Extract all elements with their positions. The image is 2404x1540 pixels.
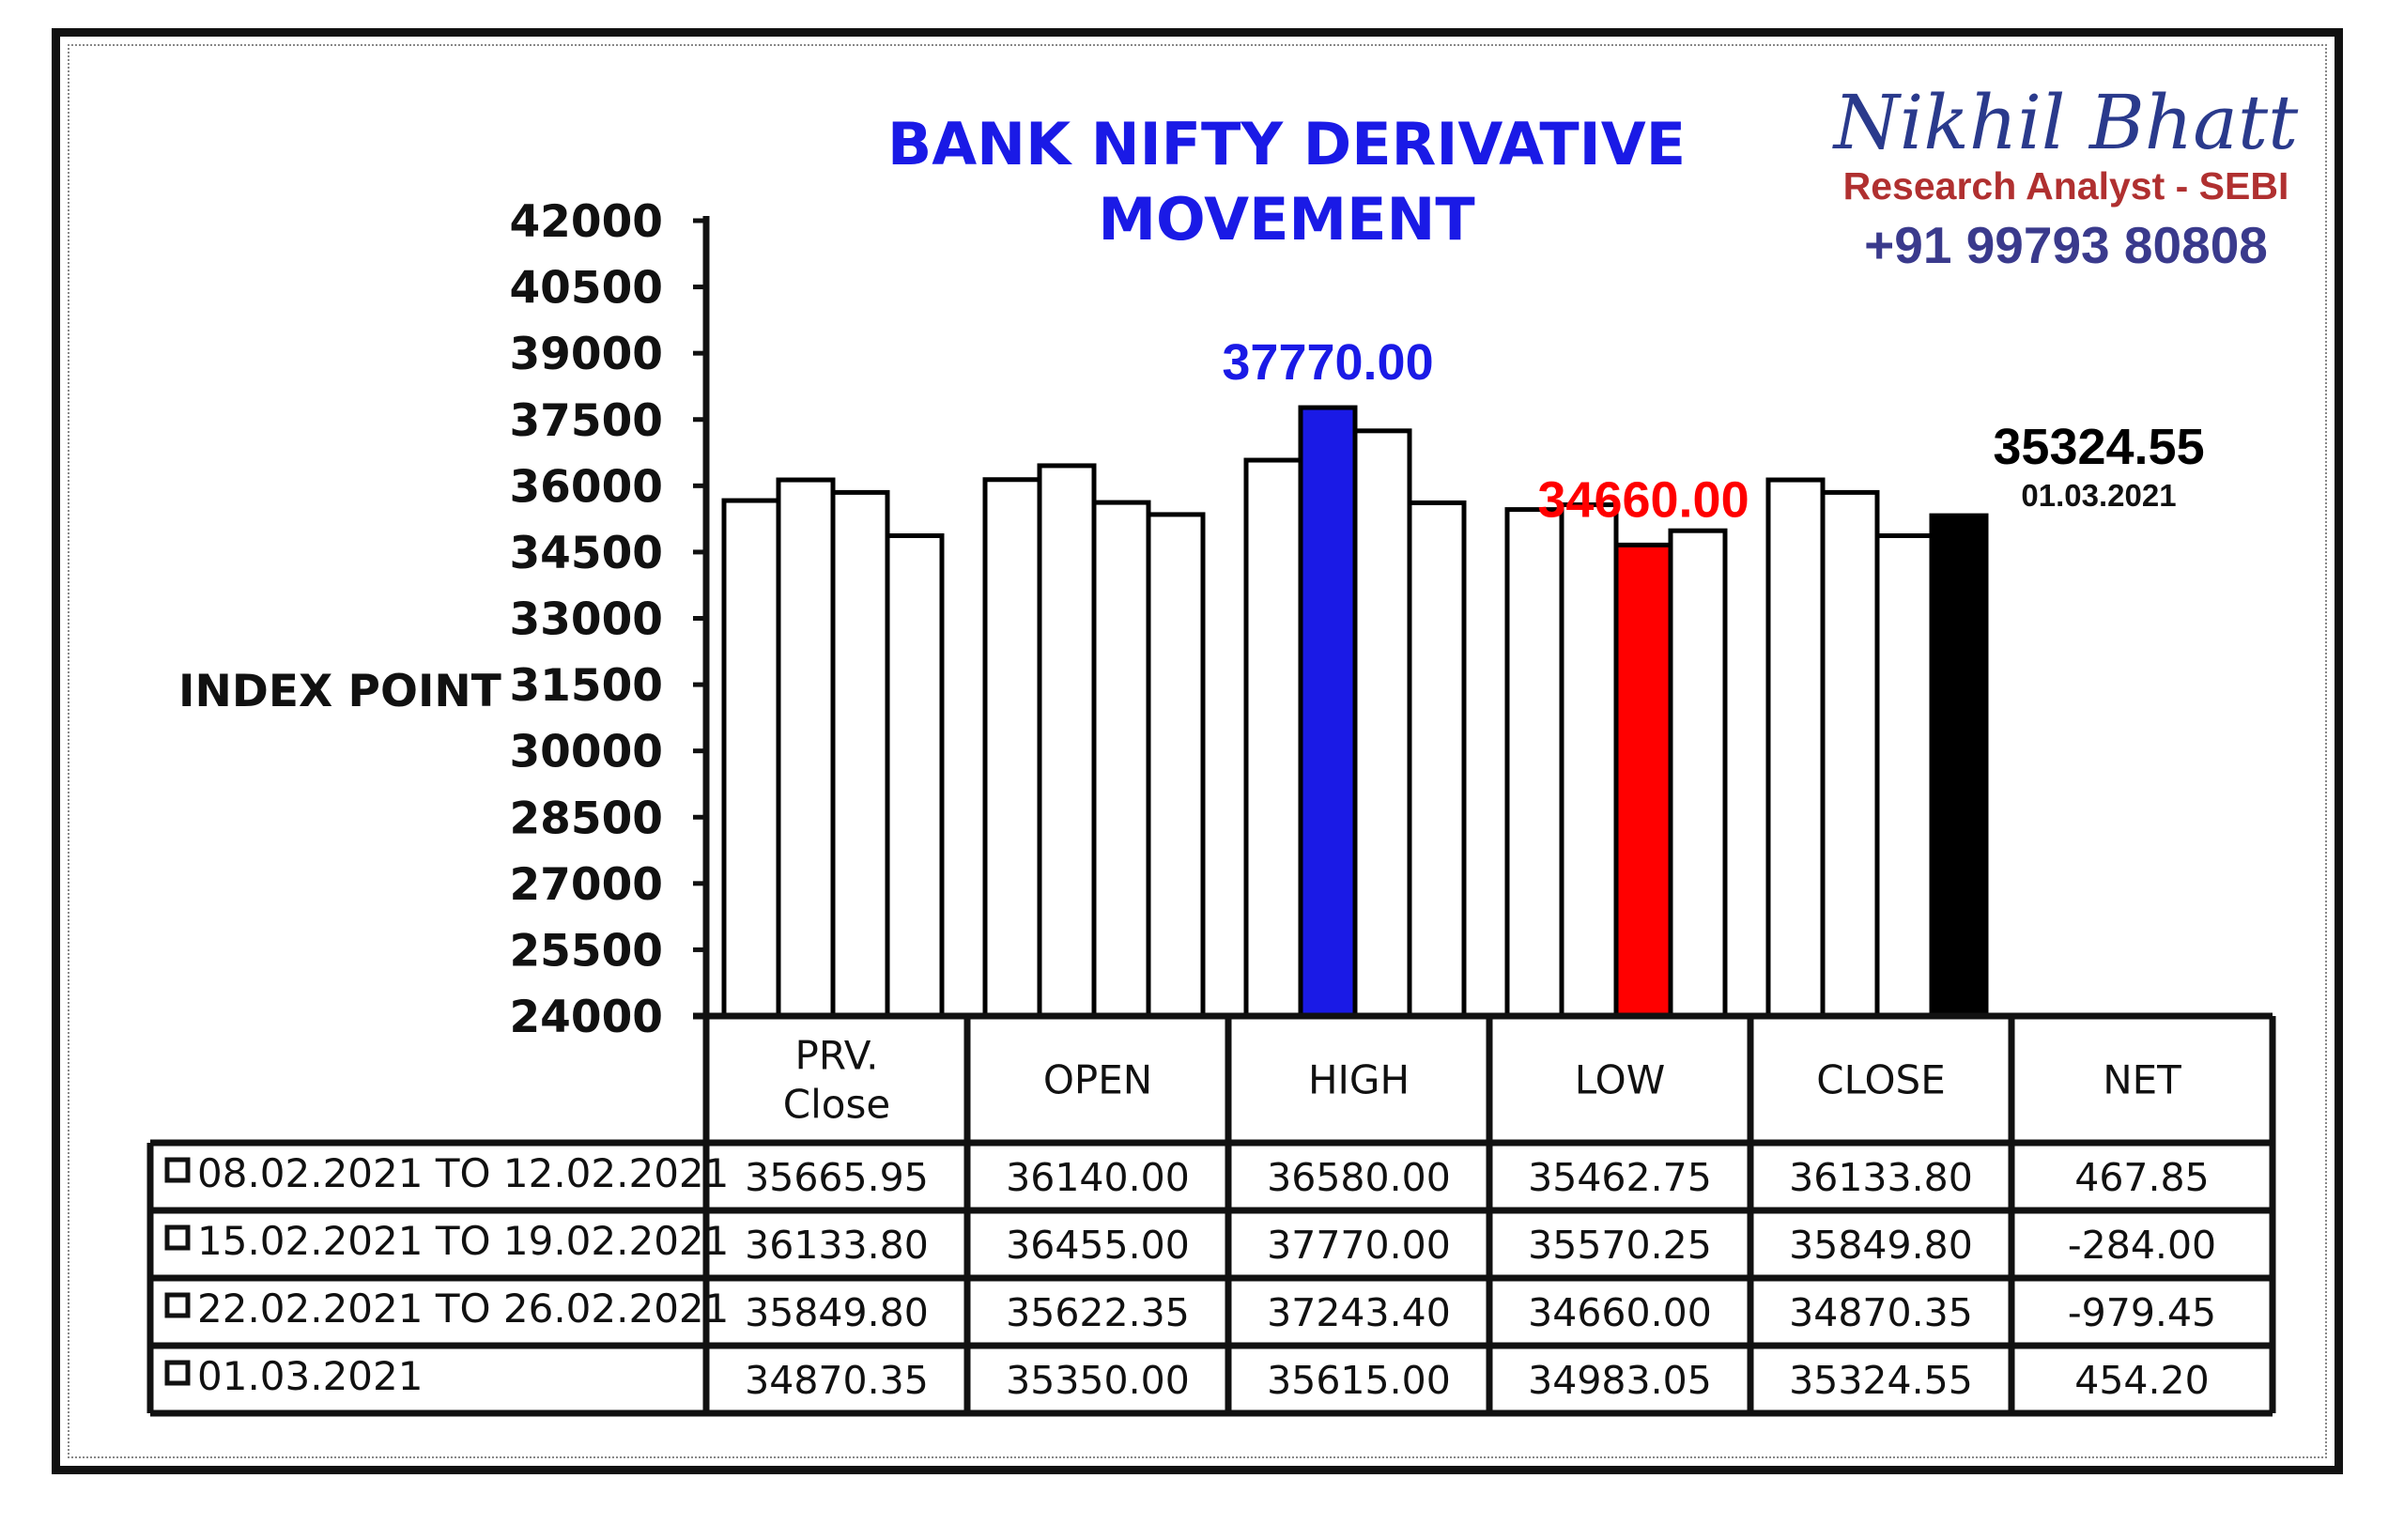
data-table: PRV.Close OPEN HIGH LOW CLOSE NET 08.02.2021 T… xyxy=(146,1012,2276,1417)
table-cell: 37770.00 xyxy=(1267,1223,1451,1268)
y-axis-ticks: 42000 40500 39000 37500 36000 34500 33000 31500… xyxy=(509,196,706,1043)
y-tick-label: 25500 xyxy=(509,925,663,977)
highlight-value-label: 34660.00 xyxy=(1537,471,1749,528)
legend-swatch xyxy=(164,1157,191,1183)
branding: Nikhil Bhatt Research Analyst - SEBI +91… xyxy=(1832,79,2299,274)
y-tick-label: 31500 xyxy=(509,660,663,712)
legend-swatch xyxy=(164,1224,191,1251)
table-cell: 36140.00 xyxy=(1006,1155,1190,1200)
brand-name: Nikhil Bhatt xyxy=(1832,79,2299,166)
table-cell: -284.00 xyxy=(2068,1223,2216,1268)
table-cell: -979.45 xyxy=(2068,1290,2216,1335)
category-label: HIGH xyxy=(1308,1057,1410,1103)
table-cell: 34870.35 xyxy=(1789,1290,1973,1335)
table-cell: 37243.40 xyxy=(1267,1290,1451,1335)
table-cell: 35462.75 xyxy=(1528,1155,1712,1200)
bar xyxy=(1613,542,1673,1019)
inner-dotted-border xyxy=(68,44,2327,1458)
table-cell: 35622.35 xyxy=(1006,1290,1190,1335)
bar xyxy=(1091,500,1151,1019)
category-label: Close xyxy=(783,1082,890,1128)
net-header: NET xyxy=(2103,1057,2181,1103)
row-label: 01.03.2021 xyxy=(197,1353,423,1399)
row-label: 15.02.2021 TO 19.02.2021 xyxy=(197,1218,729,1264)
bar xyxy=(721,498,781,1019)
y-tick-label: 40500 xyxy=(509,263,663,315)
y-tick-label: 36000 xyxy=(509,461,663,513)
row-label: 08.02.2021 TO 12.02.2021 xyxy=(197,1150,729,1196)
bar xyxy=(830,489,890,1019)
y-tick-label: 42000 xyxy=(509,196,663,248)
table-cell: 35570.25 xyxy=(1528,1223,1712,1268)
legend-swatch xyxy=(164,1292,191,1318)
y-tick-label: 27000 xyxy=(509,859,663,911)
bar xyxy=(1929,513,1989,1019)
bar xyxy=(1243,457,1303,1019)
bar xyxy=(885,532,945,1019)
table-cell: 35615.00 xyxy=(1267,1358,1451,1403)
y-axis-label: INDEX POINT xyxy=(178,666,501,717)
bar xyxy=(982,477,1042,1019)
bar xyxy=(776,477,836,1019)
table-cell: 467.85 xyxy=(2074,1155,2209,1200)
highlight-date-label: 01.03.2021 xyxy=(2021,478,2176,513)
bar xyxy=(1559,502,1619,1019)
table-cell: 35350.00 xyxy=(1006,1358,1190,1403)
category-label: CLOSE xyxy=(1816,1057,1945,1103)
bar xyxy=(1298,405,1358,1019)
y-tick-label: 30000 xyxy=(509,727,663,778)
bar xyxy=(1352,428,1412,1019)
table-cell: 35665.95 xyxy=(745,1155,929,1200)
table-cell: 35849.80 xyxy=(745,1290,929,1335)
table-cell: 35849.80 xyxy=(1789,1223,1973,1268)
table-cell: 36133.80 xyxy=(1789,1155,1973,1200)
outer-frame xyxy=(52,28,2343,1474)
highlight-value-label: 37770.00 xyxy=(1222,334,1433,391)
y-tick-label: 28500 xyxy=(509,793,663,844)
row-label: 22.02.2021 TO 26.02.2021 xyxy=(197,1286,729,1332)
bar xyxy=(1504,507,1564,1019)
table-cell: 36580.00 xyxy=(1267,1155,1451,1200)
table-cell: 35324.55 xyxy=(1789,1358,1973,1403)
y-tick-label: 24000 xyxy=(509,992,663,1043)
category-label: LOW xyxy=(1575,1057,1666,1103)
chart-title-line-2: MOVEMENT xyxy=(1098,185,1474,254)
table-cell: 36455.00 xyxy=(1006,1223,1190,1268)
bar xyxy=(1037,463,1097,1019)
category-label: PRV. xyxy=(795,1033,879,1079)
bar xyxy=(1146,512,1206,1019)
bar xyxy=(1765,477,1826,1019)
table-cell: 36133.80 xyxy=(745,1223,929,1268)
table-cell: 454.20 xyxy=(2074,1358,2209,1403)
chart-title: BANK NIFTY DERIVATIVE MOVEMENT xyxy=(887,110,1686,254)
y-tick-label: 34500 xyxy=(509,528,663,579)
bar xyxy=(1407,500,1467,1019)
highlight-value-label: 35324.55 xyxy=(1993,419,2204,475)
brand-role: Research Analyst - SEBI xyxy=(1843,164,2289,208)
brand-phone: +91 99793 80808 xyxy=(1864,216,2268,274)
y-tick-label: 33000 xyxy=(509,594,663,646)
bar xyxy=(1820,489,1880,1019)
bar xyxy=(1668,528,1728,1019)
legend-swatch xyxy=(164,1360,191,1386)
y-tick-label: 39000 xyxy=(509,329,663,380)
table-cell: 34870.35 xyxy=(745,1358,929,1403)
category-label: OPEN xyxy=(1043,1057,1152,1103)
table-cell: 34660.00 xyxy=(1528,1290,1712,1335)
chart-title-line-1: BANK NIFTY DERIVATIVE xyxy=(887,110,1686,178)
bars xyxy=(721,405,1989,1019)
bar xyxy=(1874,532,1934,1019)
table-cell: 34983.05 xyxy=(1528,1358,1712,1403)
y-tick-label: 37500 xyxy=(509,395,663,447)
